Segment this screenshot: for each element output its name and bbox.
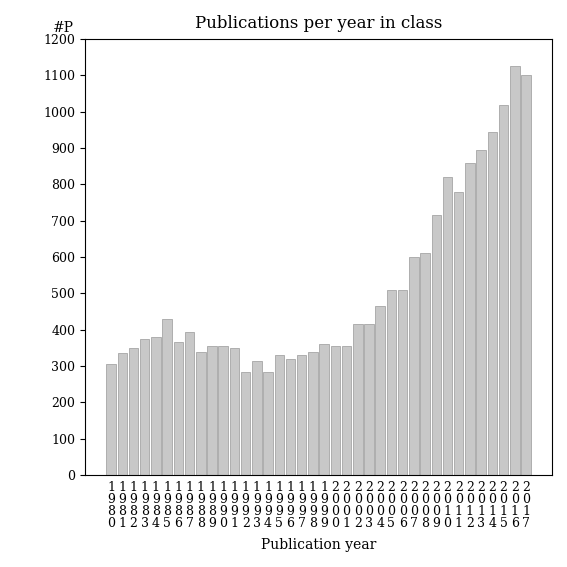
- Bar: [196, 352, 206, 475]
- Bar: [129, 348, 138, 475]
- Bar: [431, 215, 441, 475]
- Bar: [398, 290, 408, 475]
- Bar: [499, 104, 509, 475]
- Bar: [106, 364, 116, 475]
- Bar: [319, 344, 329, 475]
- Bar: [465, 163, 475, 475]
- Bar: [207, 346, 217, 475]
- Bar: [387, 290, 396, 475]
- Title: Publications per year in class: Publications per year in class: [195, 15, 442, 32]
- Bar: [331, 346, 340, 475]
- Text: #P: #P: [52, 21, 73, 35]
- Bar: [241, 371, 251, 475]
- X-axis label: Publication year: Publication year: [261, 538, 376, 552]
- Bar: [454, 192, 463, 475]
- Bar: [185, 332, 194, 475]
- Bar: [476, 150, 486, 475]
- Bar: [521, 75, 531, 475]
- Bar: [151, 337, 160, 475]
- Bar: [375, 306, 385, 475]
- Bar: [274, 355, 284, 475]
- Bar: [117, 353, 127, 475]
- Bar: [488, 132, 497, 475]
- Bar: [342, 346, 352, 475]
- Bar: [162, 319, 172, 475]
- Bar: [230, 348, 239, 475]
- Bar: [409, 257, 418, 475]
- Bar: [443, 177, 452, 475]
- Bar: [252, 361, 261, 475]
- Bar: [297, 355, 307, 475]
- Bar: [420, 253, 430, 475]
- Bar: [510, 66, 519, 475]
- Bar: [174, 342, 183, 475]
- Bar: [140, 339, 150, 475]
- Bar: [263, 371, 273, 475]
- Bar: [364, 324, 374, 475]
- Bar: [353, 324, 362, 475]
- Bar: [218, 346, 228, 475]
- Bar: [308, 352, 318, 475]
- Bar: [286, 359, 295, 475]
